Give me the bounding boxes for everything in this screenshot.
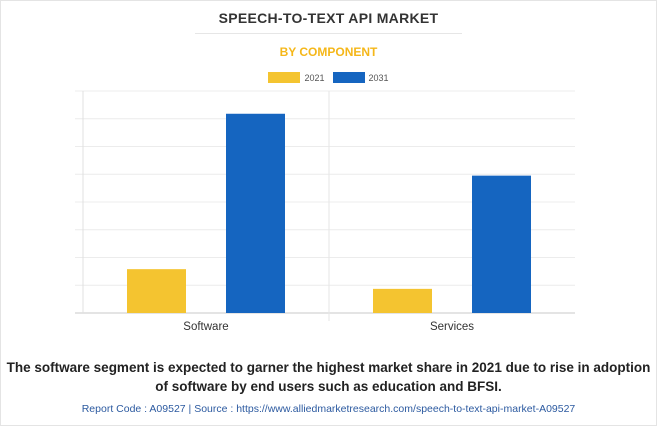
x-tick-label: Services — [430, 321, 474, 333]
legend-item-2021[interactable]: 2021 — [268, 72, 325, 83]
x-tick-label: Software — [183, 321, 228, 333]
legend-swatch-2031 — [332, 72, 365, 83]
chart-title: SPEECH-TO-TEXT API MARKET — [218, 10, 439, 26]
bar-software-2021 — [127, 269, 186, 313]
legend-item-2031[interactable]: 2031 — [332, 72, 389, 83]
legend-label-2031: 2031 — [368, 72, 389, 83]
bar-chart: Software Services — [75, 90, 575, 333]
legend: 2021 2031 — [0, 72, 657, 83]
legend-swatch-2021 — [268, 72, 301, 83]
source-footer[interactable]: Report Code : A09527 | Source : https://… — [81, 403, 576, 415]
bar-services-2021 — [373, 288, 432, 313]
chart-subtitle: BY COMPONENT — [279, 45, 378, 59]
bar-software-2031 — [226, 113, 285, 313]
bar-services-2031 — [472, 175, 531, 313]
title-divider — [195, 33, 462, 34]
chart-description: The software segment is expected to garn… — [6, 360, 651, 394]
legend-label-2021: 2021 — [304, 72, 325, 83]
